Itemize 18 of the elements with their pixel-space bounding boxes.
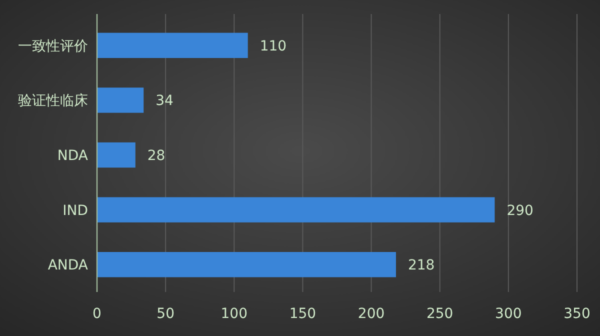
y-tick-label: ANDA (48, 258, 88, 274)
y-tick-label: 验证性临床 (18, 93, 88, 110)
data-label: 290 (506, 202, 534, 219)
x-tick-label: 150 (289, 306, 316, 322)
data-label: 34 (156, 93, 174, 110)
y-tick-label: IND (62, 202, 88, 219)
y-tick-label: NDA (57, 148, 88, 164)
x-tick-label: 300 (495, 306, 522, 322)
y-tick-label: 一致性评价 (18, 38, 88, 54)
x-tick-label: 200 (358, 306, 385, 322)
data-label: 218 (408, 258, 435, 274)
x-tick-label: 100 (220, 306, 248, 322)
x-tick-label: 350 (564, 306, 590, 322)
x-tick-label: 0 (92, 306, 102, 322)
data-label: 28 (147, 148, 166, 164)
x-tick-label: 50 (156, 306, 174, 322)
data-label: 110 (260, 38, 287, 54)
x-tick-label: 250 (426, 306, 454, 322)
